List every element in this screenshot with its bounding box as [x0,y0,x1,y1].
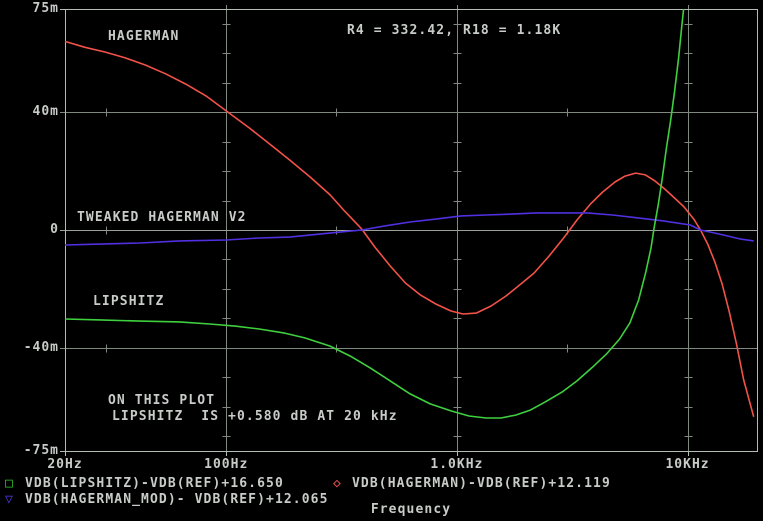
x-tick-label: 100Hz [204,457,249,472]
y-tick-label: 75m [32,0,59,16]
y-tick-label: 0 [50,222,59,237]
lipshitz-curve-label: LIPSHITZ [93,294,165,309]
hagerman-mod-series-marker-icon: ▽ [5,492,13,507]
plot-frame [65,9,758,452]
y-tick-label: -40m [23,339,59,355]
trace-vdb-lipshitz-vdb-ref- [64,8,685,419]
legend-hagerman-label: VDB(HAGERMAN)-VDB(REF)+12.119 [352,476,611,491]
tweaked-hagerman-curve-label: TWEAKED HAGERMAN V2 [77,210,247,225]
y-tick-label: -75m [23,443,59,459]
lipshitz-series-marker-icon: □ [5,476,13,491]
x-tick-label: 1.0KHz [430,457,484,472]
trace-vdb-hagerman-vdb-ref- [64,40,755,418]
trace-vdb-hagerman-mod-vdb-ref- [64,212,754,246]
x-tick-label: 20Hz [47,457,83,472]
hagerman-series-marker-icon: ◇ [333,476,341,491]
resistor-values-note: R4 = 332.42, R18 = 1.18K [347,23,562,38]
plot-note-line2: LIPSHITZ IS +0.580 dB AT 20 kHz [112,409,398,424]
plot-note-line1: ON THIS PLOT [108,393,216,408]
legend-hagerman-mod-label: VDB(HAGERMAN_MOD)- VDB(REF)+12.065 [25,492,329,507]
hagerman-curve-label: HAGERMAN [108,29,180,44]
legend-lipshitz-label: VDB(LIPSHITZ)-VDB(REF)+16.650 [25,476,284,491]
y-tick-label: 40m [32,104,59,120]
x-tick-label: 10KHz [665,457,710,472]
x-axis-title: Frequency [370,502,452,517]
